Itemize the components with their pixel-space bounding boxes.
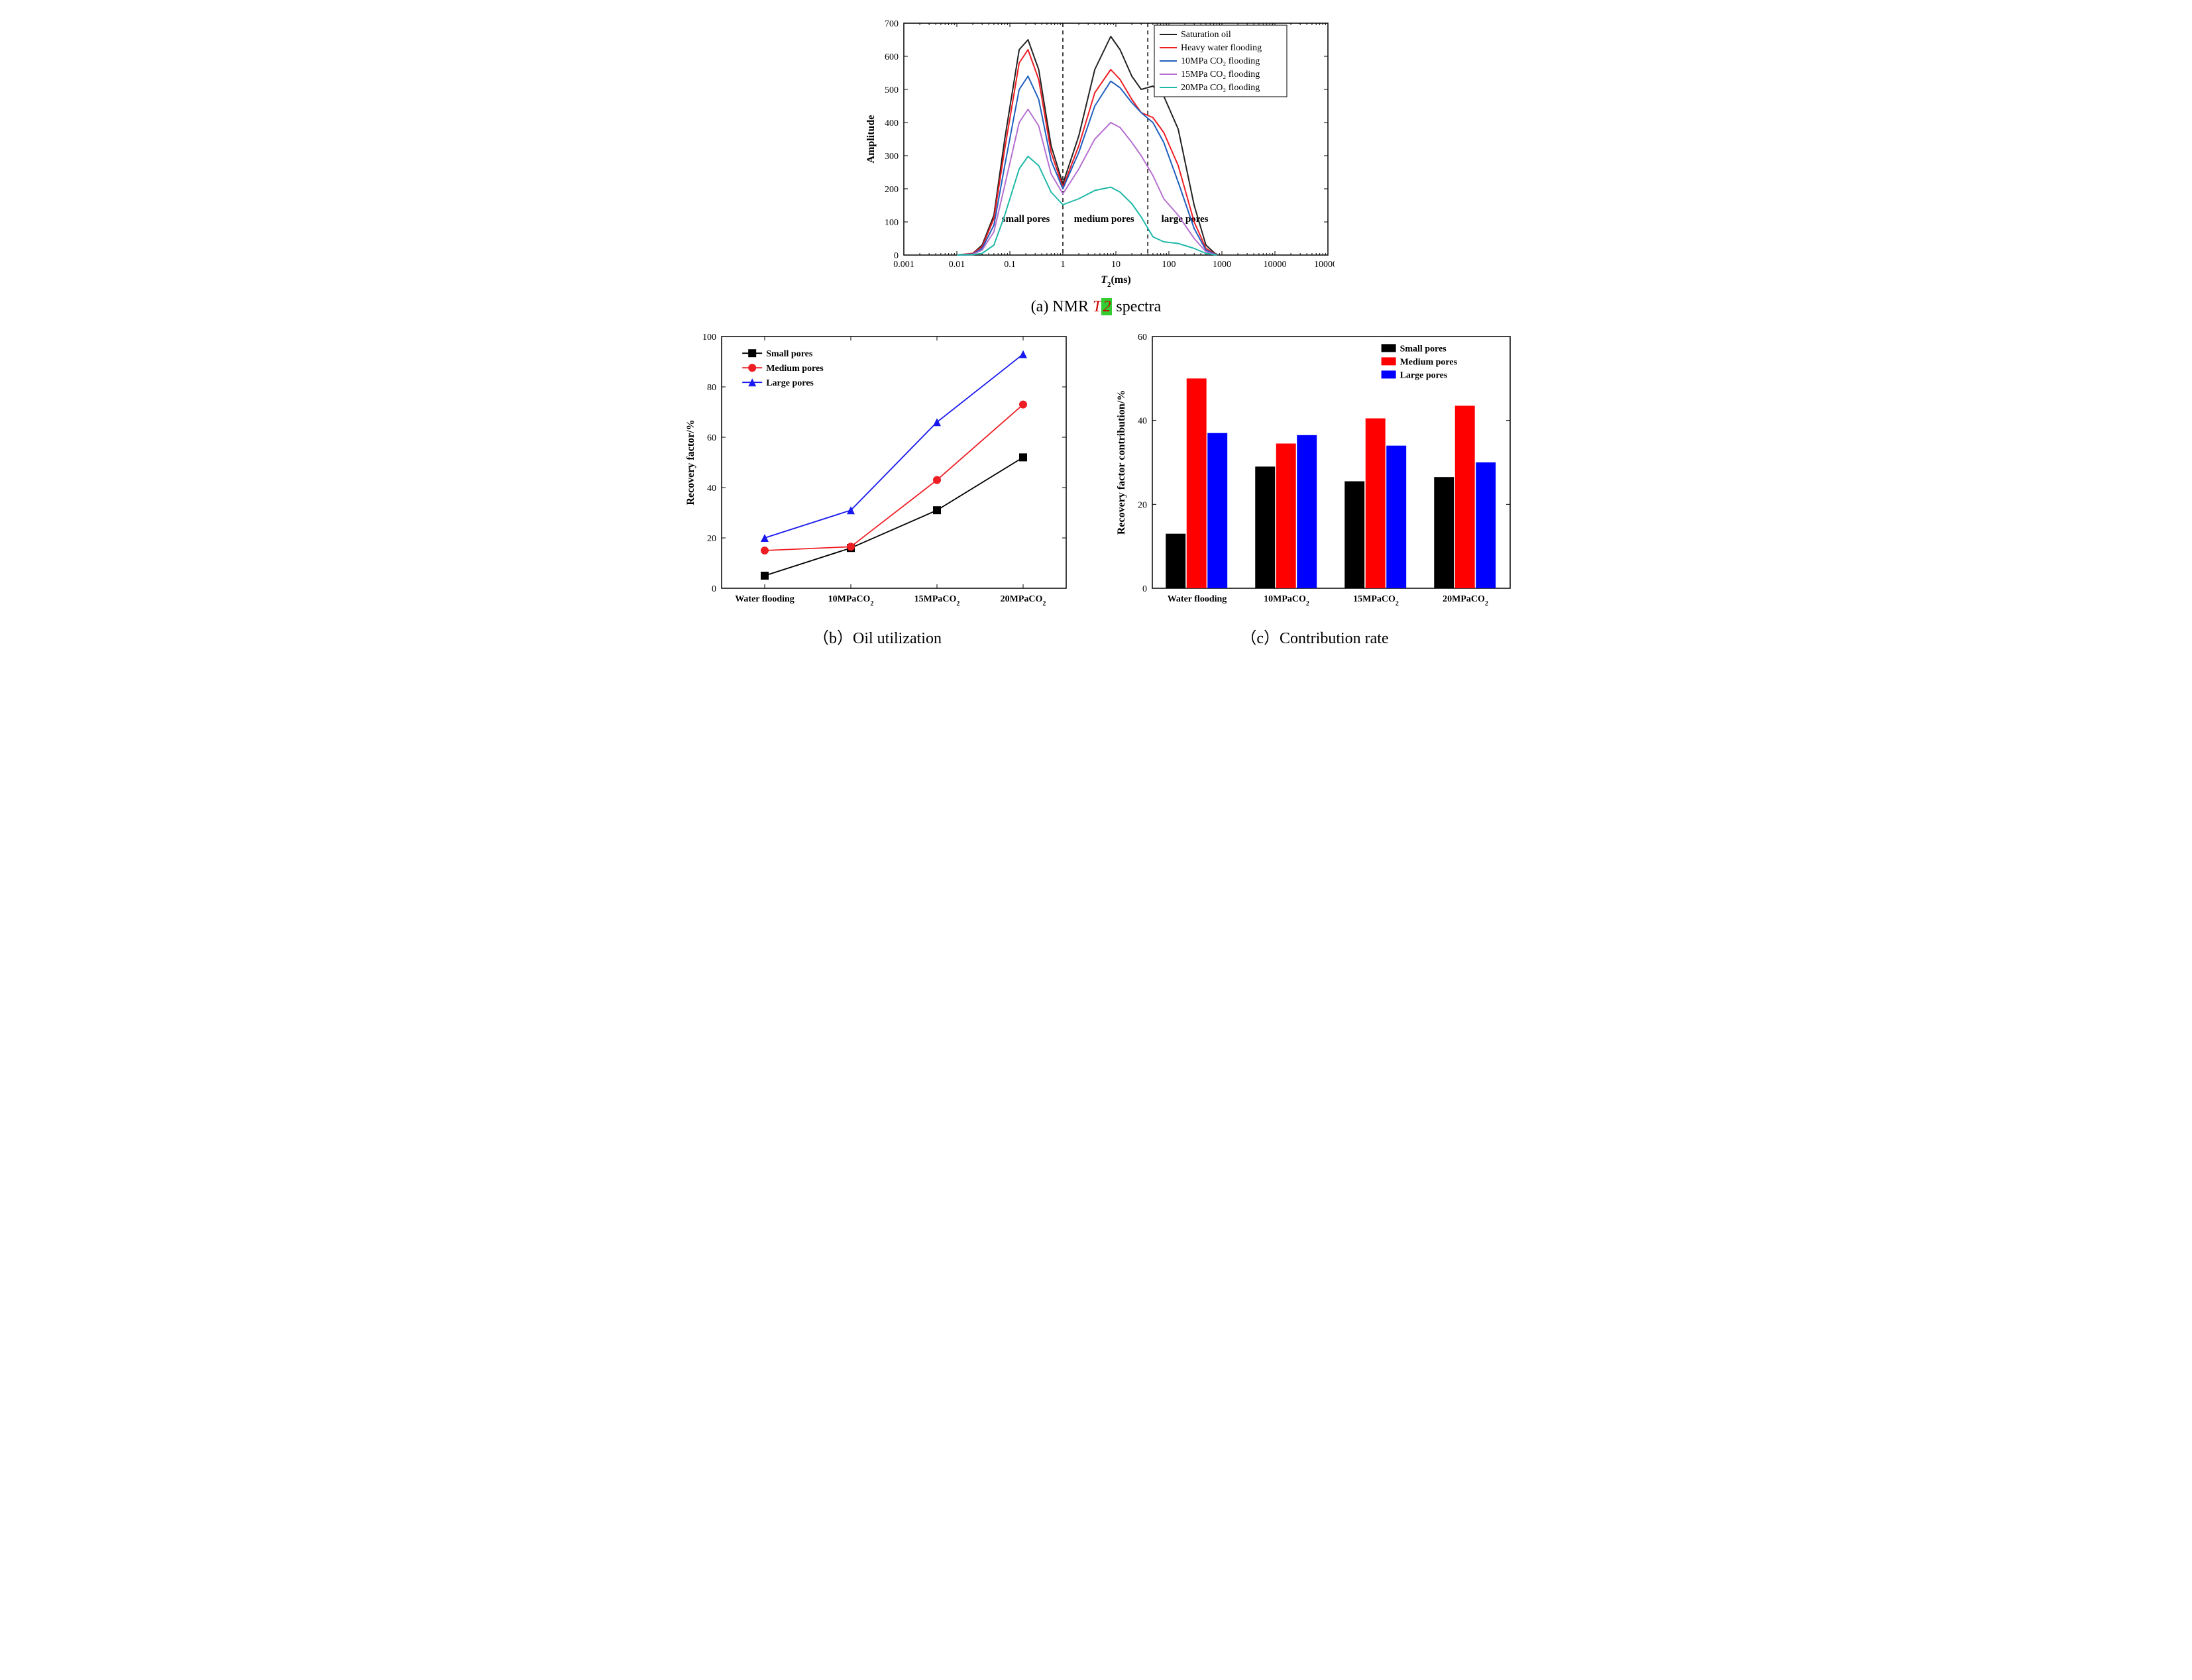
nmr-t2-chart: 01002003004005006007000.0010.010.1110100… — [857, 13, 1335, 291]
svg-text:60: 60 — [707, 433, 716, 443]
svg-text:80: 80 — [707, 383, 716, 393]
svg-text:700: 700 — [885, 19, 899, 29]
svg-text:1000: 1000 — [1213, 260, 1231, 270]
svg-text:Large pores: Large pores — [766, 378, 814, 388]
caption-a-prefix: (a) NMR — [1031, 298, 1093, 315]
svg-text:400: 400 — [885, 119, 899, 129]
caption-a-suffix: spectra — [1112, 298, 1161, 315]
svg-text:300: 300 — [885, 152, 899, 162]
panel-c: 0 20 40 60 Water flooding 10MPaCO2 15MPaCO2 20M… — [1103, 327, 1527, 658]
svg-text:1: 1 — [1061, 260, 1066, 270]
svg-text:Small pores: Small pores — [766, 349, 813, 359]
svg-text:40: 40 — [1138, 417, 1147, 427]
svg-text:Recovery factor contribution/%: Recovery factor contribution/% — [1116, 390, 1127, 535]
svg-text:200: 200 — [885, 185, 899, 195]
svg-text:0: 0 — [712, 584, 716, 594]
svg-text:10MPaCO2: 10MPaCO2 — [828, 594, 874, 607]
svg-text:0.001: 0.001 — [893, 260, 914, 270]
bar — [1434, 477, 1454, 588]
legend: Saturation oil Heavy water flooding 10MPa … — [1154, 25, 1287, 97]
legend: Small pores Medium pores Large pores — [1382, 344, 1458, 380]
panel-a: 01002003004005006007000.0010.010.1110100… — [857, 13, 1335, 291]
legend: Small pores Medium pores Large pores — [742, 349, 824, 388]
bottom-row: 0 20 40 60 80 100 Water flooding 10MPaCO2 15MPaC… — [665, 327, 1527, 658]
svg-text:Water flooding: Water flooding — [735, 594, 795, 604]
bar — [1297, 435, 1317, 588]
svg-text:20MPaCO2: 20MPaCO2 — [1443, 594, 1488, 607]
top-row: 01002003004005006007000.0010.010.1110100… — [665, 13, 1527, 291]
panel-b: 0 20 40 60 80 100 Water flooding 10MPaCO2 15MPaC… — [665, 327, 1089, 658]
svg-text:Amplitude: Amplitude — [865, 115, 877, 164]
svg-text:20: 20 — [1138, 500, 1147, 510]
svg-text:100: 100 — [1162, 260, 1176, 270]
bar — [1366, 419, 1386, 589]
bar — [1386, 446, 1406, 588]
svg-text:500: 500 — [885, 85, 899, 95]
svg-text:Medium pores: Medium pores — [766, 364, 824, 374]
svg-text:100000: 100000 — [1314, 260, 1335, 270]
svg-text:20MPa CO₂ flooding: 20MPa CO₂ flooding — [1181, 83, 1260, 93]
svg-text:100: 100 — [885, 218, 899, 228]
svg-text:10: 10 — [1111, 260, 1121, 270]
svg-text:60: 60 — [1138, 333, 1147, 342]
svg-text:0: 0 — [1142, 584, 1147, 594]
svg-text:Large pores: Large pores — [1400, 370, 1448, 380]
svg-text:Saturation oil: Saturation oil — [1181, 30, 1231, 40]
bar — [1166, 534, 1185, 588]
caption-a-sub: 2 — [1101, 298, 1112, 315]
svg-text:Small pores: Small pores — [1400, 344, 1447, 354]
caption-a: (a) NMR T2 spectra — [665, 298, 1527, 316]
caption-a-ital: T — [1093, 298, 1101, 315]
figure-grid: 01002003004005006007000.0010.010.1110100… — [665, 13, 1527, 658]
bar — [1476, 462, 1496, 588]
svg-text:15MPa CO₂ flooding: 15MPa CO₂ flooding — [1181, 70, 1260, 79]
svg-text:10MPa CO₂ flooding: 10MPa CO₂ flooding — [1181, 56, 1260, 66]
svg-text:large pores: large pores — [1162, 214, 1209, 225]
svg-text:10000: 10000 — [1264, 260, 1287, 270]
svg-text:Heavy water flooding: Heavy water flooding — [1181, 43, 1262, 53]
svg-text:10MPaCO2: 10MPaCO2 — [1264, 594, 1309, 607]
bar — [1207, 433, 1227, 588]
recovery-factor-chart: 0 20 40 60 80 100 Water flooding 10MPaCO2 15MPaC… — [679, 327, 1076, 618]
bar — [1276, 444, 1296, 589]
svg-text:medium pores: medium pores — [1074, 214, 1134, 225]
contribution-rate-chart: 0 20 40 60 Water flooding 10MPaCO2 15MPaCO2 20M… — [1109, 327, 1520, 618]
bar — [1344, 482, 1364, 589]
svg-text:small pores: small pores — [1002, 214, 1050, 225]
caption-c: （c）Contribution rate — [1240, 625, 1388, 648]
bar — [1187, 378, 1207, 588]
svg-text:600: 600 — [885, 52, 899, 62]
bar — [1255, 466, 1275, 588]
svg-text:100: 100 — [702, 333, 716, 342]
svg-text:20MPaCO2: 20MPaCO2 — [1001, 594, 1046, 607]
svg-text:T2(ms): T2(ms) — [1101, 274, 1131, 289]
svg-text:Recovery factor/%: Recovery factor/% — [685, 419, 696, 505]
svg-text:20: 20 — [707, 534, 716, 544]
svg-text:15MPaCO2: 15MPaCO2 — [914, 594, 960, 607]
svg-text:15MPaCO2: 15MPaCO2 — [1353, 594, 1399, 607]
svg-text:40: 40 — [707, 484, 716, 494]
svg-text:0.1: 0.1 — [1004, 260, 1016, 270]
svg-text:0.01: 0.01 — [949, 260, 965, 270]
bar — [1455, 406, 1475, 589]
caption-b: （b）Oil utilization — [813, 625, 942, 648]
svg-text:Water flooding: Water flooding — [1168, 594, 1227, 604]
svg-text:Medium pores: Medium pores — [1400, 357, 1458, 367]
